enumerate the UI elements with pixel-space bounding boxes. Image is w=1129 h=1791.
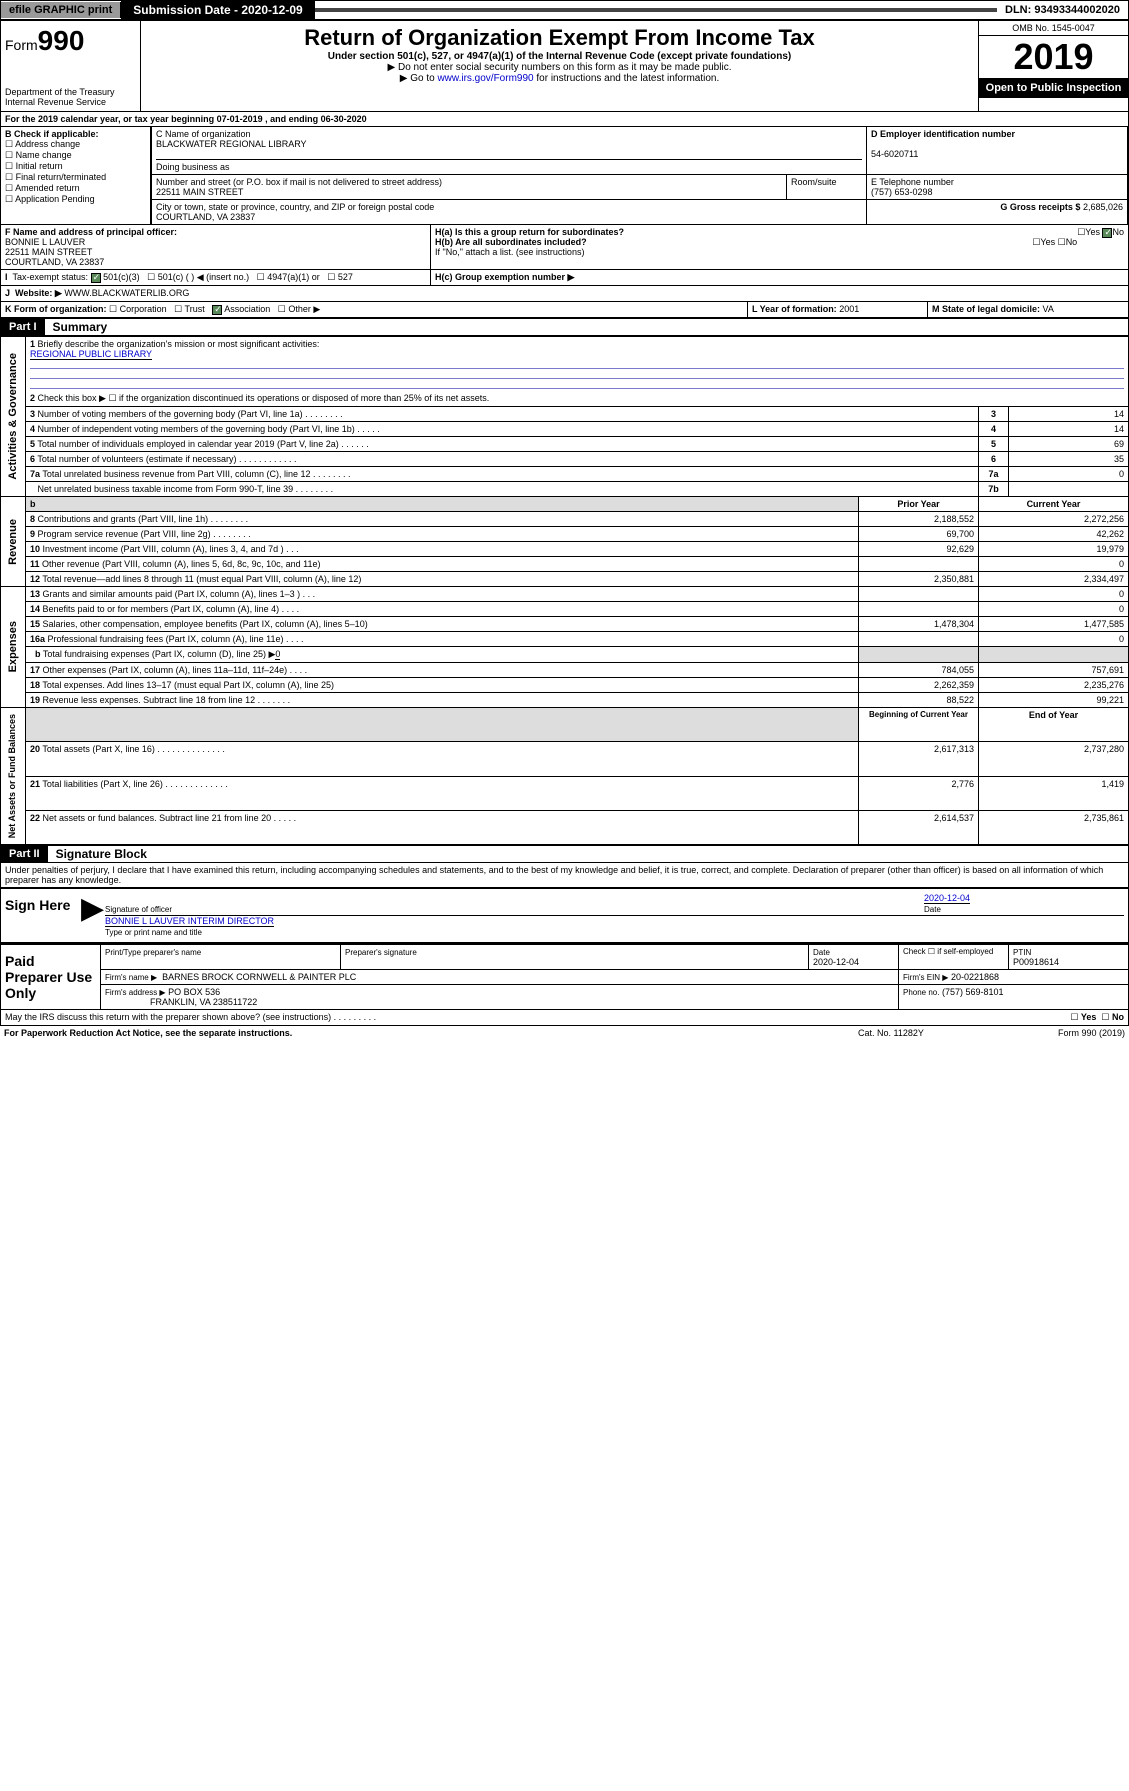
note-1: ▶ Do not enter social security numbers o…	[145, 62, 974, 73]
section-governance: Activities & Governance	[5, 349, 21, 484]
note-2: ▶ Go to www.irs.gov/Form990 for instruct…	[145, 73, 974, 84]
box-g: G Gross receipts $ 2,685,026	[867, 200, 1127, 224]
form-header: Form990 Department of the Treasury Inter…	[0, 20, 1129, 112]
box-f: F Name and address of principal officer:…	[1, 225, 431, 269]
section-netassets: Net Assets or Fund Balances	[5, 710, 19, 842]
box-c-name: C Name of organization BLACKWATER REGION…	[152, 127, 867, 174]
box-m: M State of legal domicile: VA	[928, 302, 1128, 317]
box-j: J Website: ▶ WWW.BLACKWATERLIB.ORG	[1, 286, 1128, 301]
box-i: I Tax-exempt status: 501(c)(3) ☐ 501(c) …	[1, 270, 431, 285]
room-suite: Room/suite	[787, 175, 867, 199]
form-number: Form990	[5, 25, 136, 57]
section-expenses: Expenses	[5, 617, 21, 676]
box-k: K Form of organization: ☐ Corporation ☐ …	[1, 302, 748, 317]
entity-block: B Check if applicable: ☐ Address change …	[0, 127, 1129, 225]
efile-button[interactable]: efile GRAPHIC print	[1, 2, 121, 18]
dln-label: DLN: 93493344002020	[997, 2, 1128, 18]
period-row: For the 2019 calendar year, or tax year …	[0, 112, 1129, 127]
box-h: H(a) Is this a group return for subordin…	[431, 225, 1128, 269]
sign-here-block: Sign Here ▶ Signature of officer 2020-12…	[0, 888, 1129, 944]
mission-text: REGIONAL PUBLIC LIBRARY	[30, 349, 152, 360]
box-l: L Year of formation: 2001	[748, 302, 928, 317]
part2-header: Part II Signature Block	[0, 845, 1129, 863]
form-subtitle: Under section 501(c), 527, or 4947(a)(1)…	[145, 51, 974, 62]
dept-label: Department of the Treasury Internal Reve…	[5, 87, 136, 107]
box-c-addr: Number and street (or P.O. box if mail i…	[152, 175, 787, 199]
part1-header: Part I Summary	[0, 318, 1129, 336]
section-revenue: Revenue	[5, 515, 21, 569]
top-toolbar: efile GRAPHIC print Submission Date - 20…	[0, 0, 1129, 20]
submission-date: Submission Date - 2020-12-09	[121, 1, 314, 19]
box-hc: H(c) Group exemption number ▶	[431, 270, 1128, 285]
footer-row: For Paperwork Reduction Act Notice, see …	[0, 1026, 1129, 1040]
paid-preparer-block: Paid Preparer Use Only Print/Type prepar…	[0, 944, 1129, 1010]
spacer	[315, 8, 997, 12]
discuss-row: May the IRS discuss this return with the…	[0, 1010, 1129, 1026]
box-c-city: City or town, state or province, country…	[152, 200, 867, 224]
summary-table: Activities & Governance 1 Briefly descri…	[0, 336, 1129, 845]
open-public: Open to Public Inspection	[979, 78, 1128, 98]
form-title: Return of Organization Exempt From Incom…	[145, 25, 974, 51]
box-d: D Employer identification number 54-6020…	[867, 127, 1127, 174]
box-e: E Telephone number (757) 653-0298	[867, 175, 1127, 199]
omb-number: OMB No. 1545-0047	[979, 21, 1128, 36]
tax-year: 2019	[979, 36, 1128, 78]
period-text: For the 2019 calendar year, or tax year …	[1, 112, 1128, 126]
irs-link[interactable]: www.irs.gov/Form990	[437, 73, 533, 84]
box-b: B Check if applicable: ☐ Address change …	[1, 127, 151, 224]
perjury-text: Under penalties of perjury, I declare th…	[0, 863, 1129, 888]
